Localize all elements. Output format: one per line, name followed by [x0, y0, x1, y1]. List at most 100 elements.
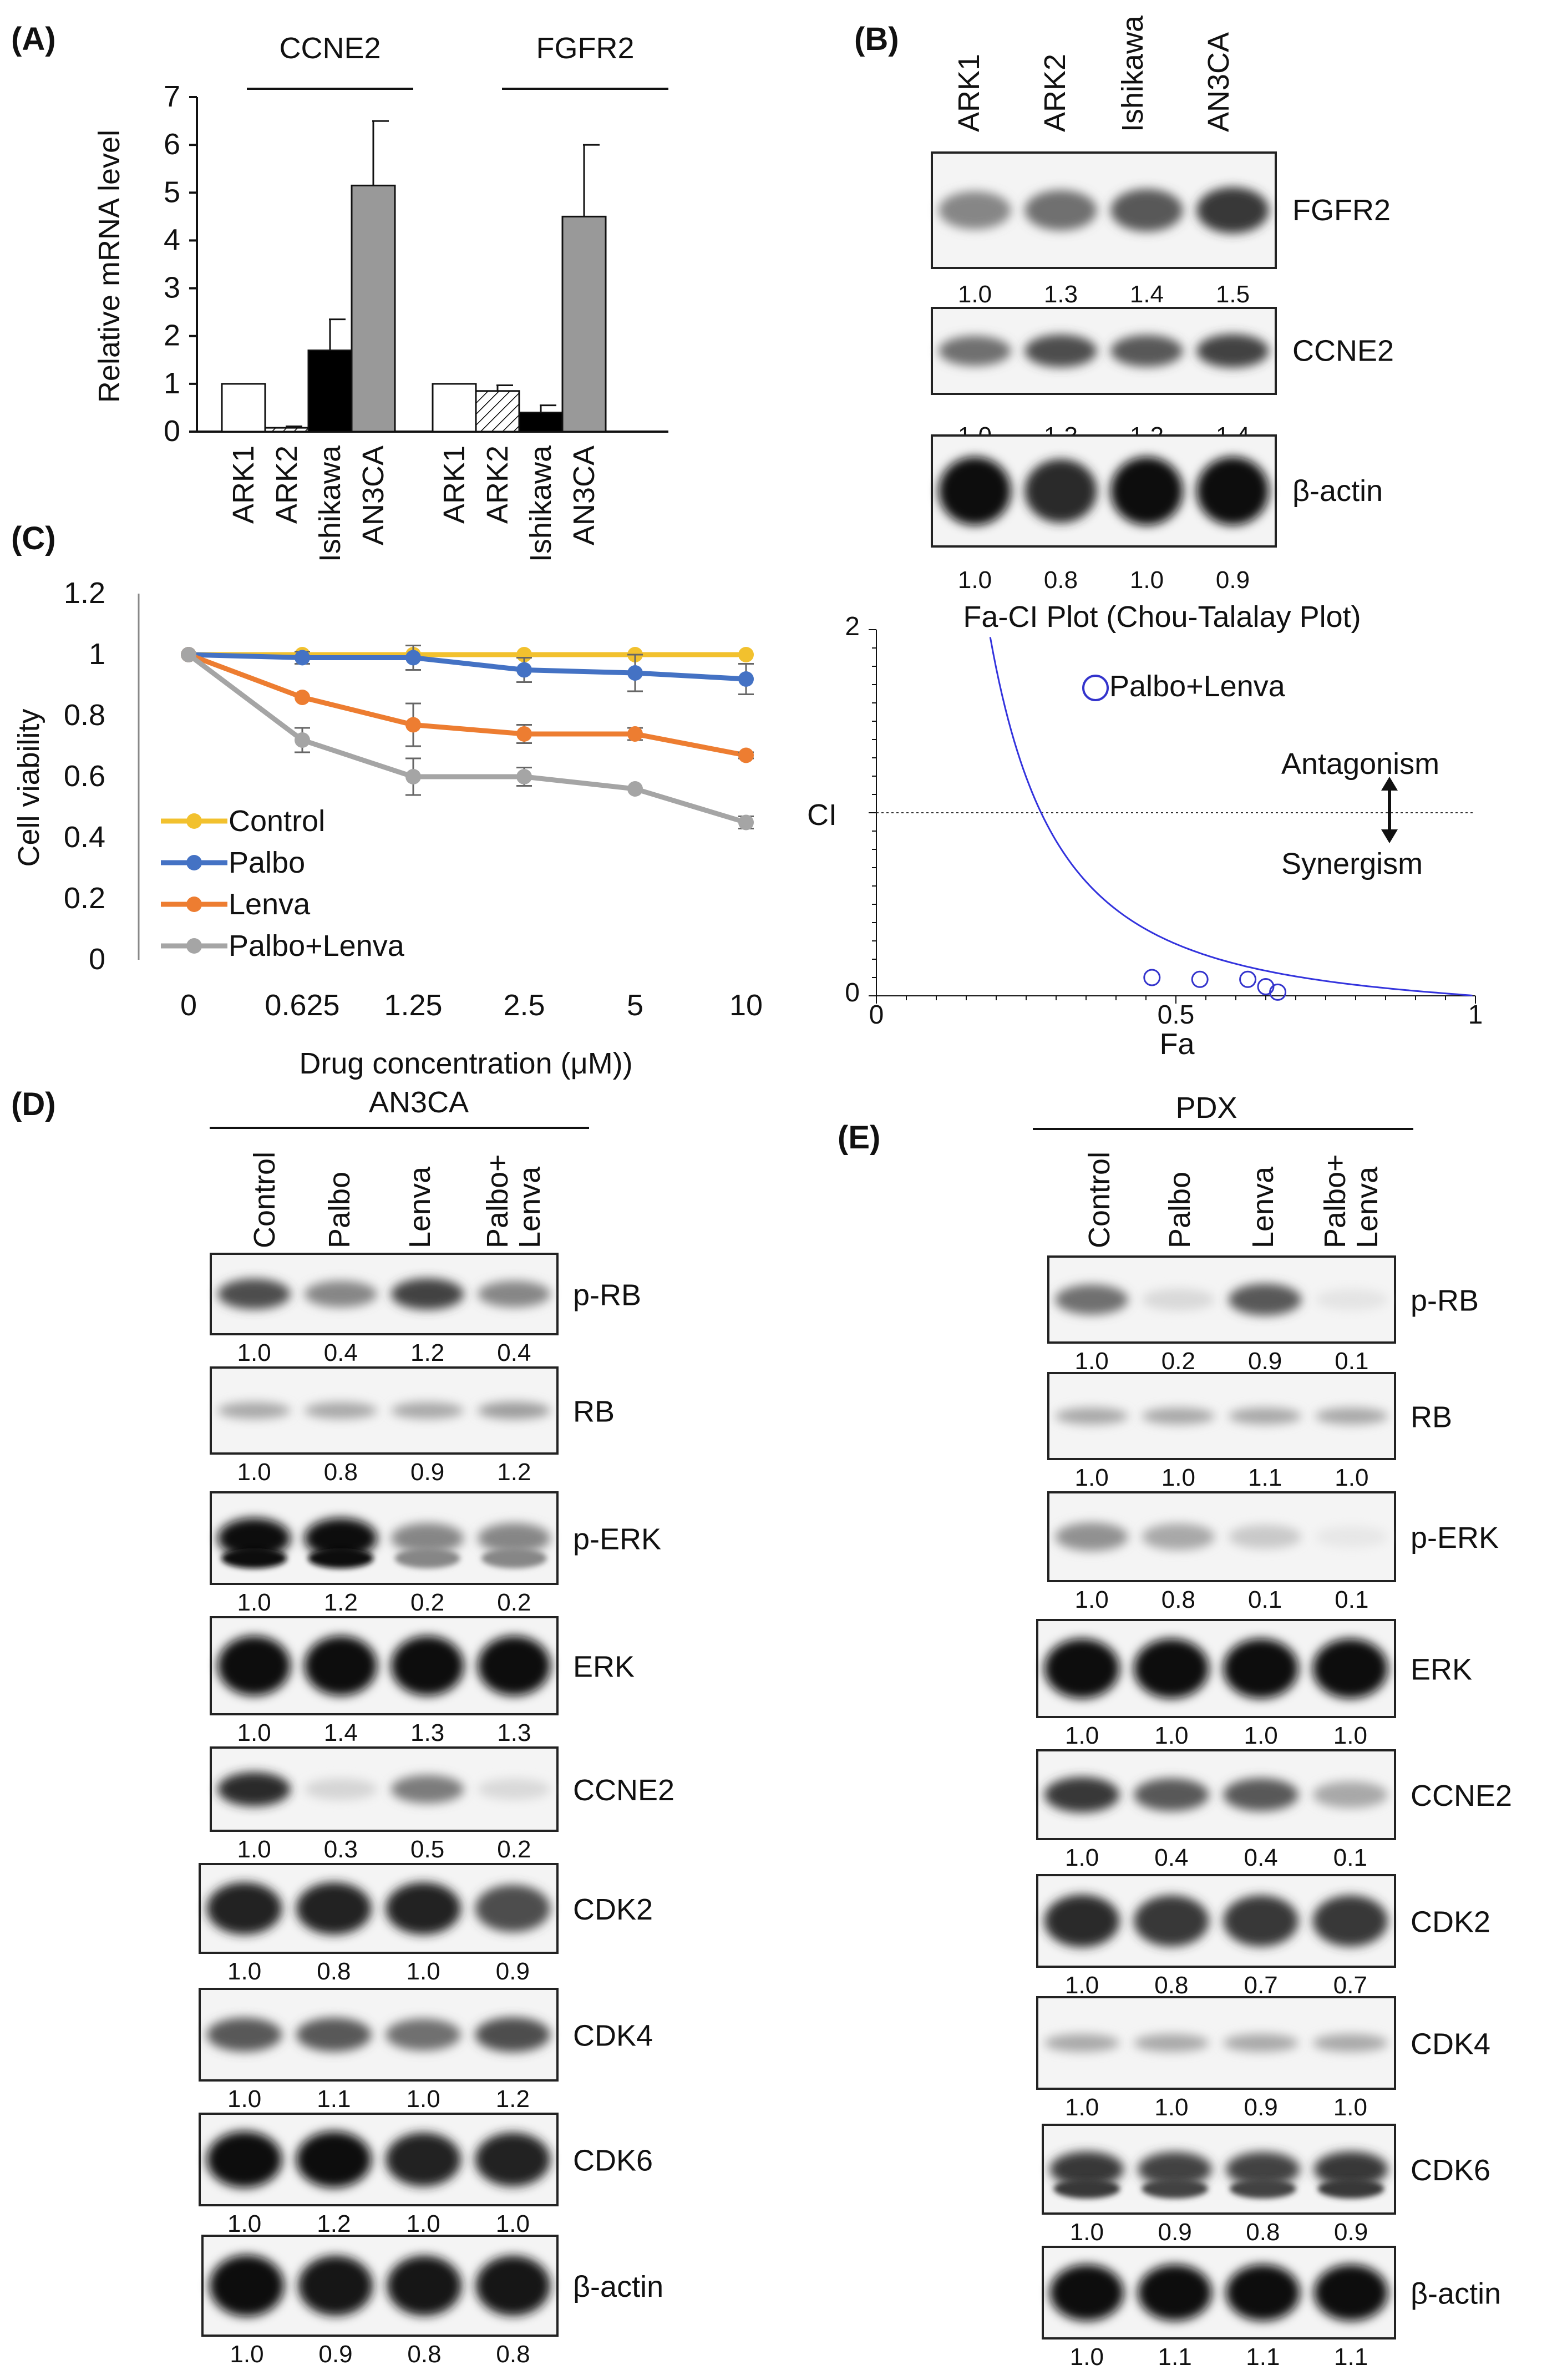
- protein-label: CCNE2: [1292, 335, 1394, 368]
- blot-band: [1049, 2264, 1124, 2321]
- blot-band-lower: [481, 1548, 547, 1568]
- blot-band-lower: [1053, 2179, 1120, 2199]
- blot: [931, 434, 1277, 548]
- quant-value: 1.0: [237, 1339, 271, 1366]
- blot-band: [1223, 1895, 1298, 1947]
- y-tick-label: 2: [164, 319, 180, 352]
- blot: [1047, 1491, 1396, 1582]
- blot: [199, 1863, 559, 1954]
- quant-value: 1.0: [237, 1719, 271, 1746]
- bar: [518, 412, 564, 433]
- blot-band: [1134, 1778, 1209, 1811]
- quant-value: 0.9: [1334, 2219, 1368, 2246]
- blot-band: [385, 1882, 461, 1935]
- legend-swatch-marker: [186, 897, 202, 912]
- quant-value: 0.5: [410, 1836, 444, 1863]
- blot: [1042, 2124, 1396, 2215]
- blot-band: [304, 1778, 377, 1800]
- protein-label: p-RB: [1411, 1284, 1479, 1318]
- panel-e-lane-labels: Control Palbo Lenva Palbo+Lenva: [1083, 1152, 1384, 1248]
- blot: [210, 1616, 559, 1715]
- panel-c-xlabel: Drug concentration (μM)): [299, 1047, 632, 1080]
- lane-label: Palbo+Lenva: [1318, 1154, 1384, 1248]
- faci-arrow-down: [1381, 829, 1398, 843]
- faci-ylabel: CI: [807, 798, 837, 832]
- faci-antagonism-label: Antagonism: [1281, 747, 1439, 781]
- lane-label: ARK2: [1038, 54, 1072, 132]
- panel-d-header: AN3CA: [369, 1086, 469, 1119]
- panel-c-axes: 0 0.2 0.4 0.6 0.8 1 1.2 0 0.625 1.25 2.5 5 10: [64, 576, 763, 1022]
- quant-value: 0.8: [1044, 566, 1078, 594]
- data-point: [627, 781, 643, 797]
- quant-value: 1.0: [227, 2085, 261, 2113]
- faci-x-tick-label: 0.5: [1158, 1000, 1195, 1030]
- faci-x-tick-label: 1: [1468, 1000, 1483, 1030]
- faci-xlabel: Fa: [1159, 1027, 1195, 1061]
- quant-value: 1.1: [1248, 1464, 1282, 1491]
- blot: [199, 2113, 559, 2206]
- protein-label: CDK6: [573, 2144, 653, 2178]
- faci-point: [1269, 983, 1287, 1001]
- blot-band: [478, 1778, 551, 1800]
- y-tick-label: 0.8: [64, 698, 105, 732]
- panel-b-blots: FGFR21.01.31.41.5CCNE21.01.31.21.4β-acti…: [931, 151, 1394, 594]
- quant-value: 0.9: [496, 1958, 530, 1985]
- quant-value: 1.3: [1044, 281, 1078, 308]
- group-label: CCNE2: [279, 32, 381, 65]
- blot: [1036, 1619, 1396, 1718]
- blot: [199, 1988, 559, 2082]
- blot-band: [1134, 2034, 1209, 2052]
- y-tick-label: 1: [89, 637, 105, 671]
- panel-a-ylabel: Relative mRNA level: [93, 130, 126, 403]
- blot-band: [1226, 2264, 1300, 2321]
- x-tick-label: 10: [729, 989, 763, 1022]
- blot: [1042, 2246, 1396, 2340]
- lane-label: Control: [1083, 1152, 1116, 1248]
- data-point: [738, 747, 754, 763]
- quant-value: 1.0: [227, 1958, 261, 1985]
- category-label: ARK2: [481, 445, 514, 524]
- blot: [1036, 1749, 1396, 1840]
- x-tick-label: 2.5: [503, 989, 545, 1022]
- bar: [351, 184, 396, 433]
- faci-y-tick-label: 0: [845, 978, 860, 1007]
- quant-value: 1.0: [230, 2341, 263, 2368]
- data-point: [738, 671, 754, 687]
- x-tick-label: 1.25: [384, 989, 442, 1022]
- panel-a-label: (A): [11, 21, 56, 57]
- panel-e-label: (E): [838, 1120, 880, 1156]
- quant-value: 1.2: [317, 2210, 351, 2237]
- legend-swatch-marker: [186, 813, 202, 829]
- quant-value: 1.0: [1335, 1464, 1368, 1491]
- quant-value: 1.0: [1161, 1464, 1195, 1491]
- blot-band: [304, 1518, 377, 1558]
- quant-value: 0.1: [1248, 1586, 1282, 1613]
- y-tick-label: 0: [89, 943, 105, 976]
- quant-value: 0.9: [318, 2341, 352, 2368]
- blot-band: [1134, 1638, 1209, 1699]
- protein-label: CDK2: [1411, 1906, 1490, 1939]
- blot-band: [475, 2132, 551, 2187]
- blot-band: [217, 1772, 291, 1806]
- blot-band: [475, 1885, 551, 1932]
- series-palbo-lenva: [181, 647, 754, 831]
- blot-band-lower: [394, 1548, 460, 1568]
- quant-value: 1.0: [1070, 2219, 1104, 2246]
- blot-band: [296, 2017, 372, 2052]
- blot-band: [1312, 1638, 1388, 1699]
- data-point: [516, 726, 532, 742]
- quant-value: 0.2: [497, 1589, 531, 1616]
- y-tick-label: 7: [164, 80, 180, 113]
- quant-value: 0.9: [1248, 1348, 1282, 1375]
- quant-value: 0.7: [1333, 1972, 1367, 1999]
- blot-band: [475, 2255, 551, 2316]
- category-label: Ishikawa: [524, 445, 557, 562]
- legend-label: Palbo: [229, 846, 305, 879]
- protein-label: CDK6: [1411, 2154, 1490, 2187]
- bar: [432, 383, 477, 433]
- faci-legend-marker: [1082, 675, 1109, 701]
- blot-band: [304, 1402, 377, 1419]
- quant-value: 1.0: [1075, 1586, 1109, 1613]
- legend-label: Control: [229, 804, 325, 838]
- panel-d-label: (D): [11, 1086, 56, 1122]
